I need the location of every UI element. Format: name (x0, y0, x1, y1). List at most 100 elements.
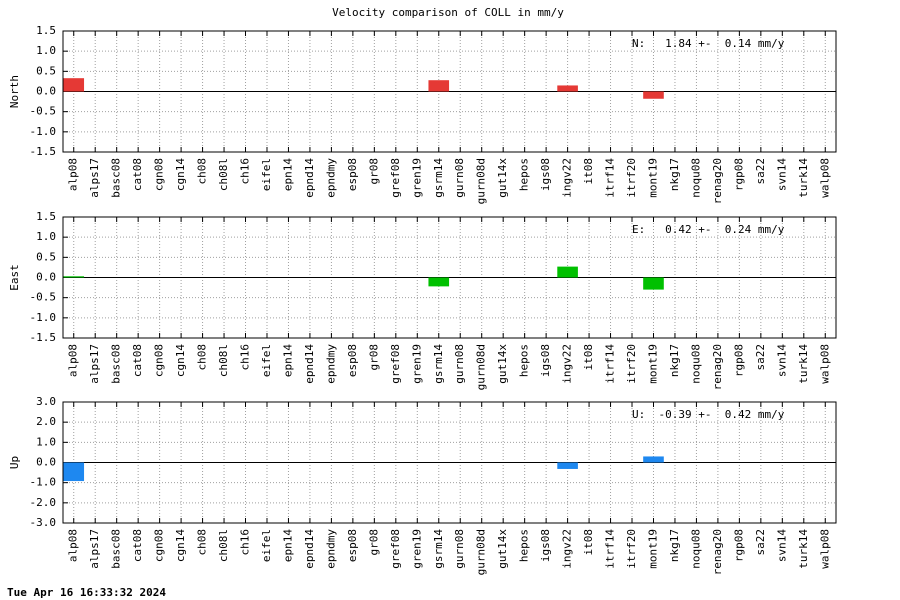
x-tick-label: it08 (582, 529, 595, 556)
annotation: U: -0.39 +- 0.42 mm/y (632, 408, 785, 421)
x-tick-label: gut14x (496, 158, 509, 198)
x-tick-label: renag20 (711, 158, 724, 204)
x-tick-label: epnd14 (303, 158, 316, 198)
plot-border (62, 30, 837, 153)
x-tick-label: itrf14 (604, 529, 617, 569)
x-tick-label: renag20 (711, 529, 724, 575)
x-tick-label: epnd14 (303, 344, 316, 384)
x-tick-label: epndmy (324, 529, 337, 569)
x-tick-label: epn14 (281, 344, 294, 377)
x-tick-label: walp08 (818, 344, 831, 384)
x-tick-label: turk14 (797, 344, 810, 384)
annotation: N: 1.84 +- 0.14 mm/y (632, 37, 785, 50)
x-tick-label: epndmy (324, 344, 337, 384)
y-tick-label: 1.0 (36, 44, 56, 57)
x-tick-label: ch08 (196, 158, 209, 185)
y-tick-label: 3.0 (36, 395, 56, 408)
x-tick-label: alp08 (67, 158, 80, 191)
x-tick-label: gsrm14 (432, 529, 445, 569)
plot-border (62, 216, 837, 339)
bar (643, 456, 664, 463)
x-tick-label: alp08 (67, 344, 80, 377)
chart-title: Velocity comparison of COLL in mm/y (332, 6, 564, 19)
bar (428, 80, 450, 92)
x-tick-label: sa22 (754, 529, 767, 556)
y-tick-label: -0.5 (30, 291, 57, 304)
x-tick-label: sa22 (754, 344, 767, 371)
y-tick-label: 2.0 (36, 415, 56, 428)
x-tick-label: mont19 (646, 158, 659, 198)
bar (643, 91, 664, 99)
timestamp: Tue Apr 16 16:33:32 2024 (7, 586, 166, 599)
x-tick-label: it08 (582, 344, 595, 371)
x-tick-label: rgp08 (732, 344, 745, 377)
y-tick-label: 1.0 (36, 230, 56, 243)
x-tick-label: svn14 (775, 158, 788, 191)
x-tick-label: gurn08 (453, 344, 466, 384)
x-tick-label: gut14x (496, 529, 509, 569)
x-tick-label: cgn14 (174, 158, 187, 191)
x-tick-label: igs08 (539, 344, 552, 377)
y-axis-label: Up (8, 456, 21, 469)
y-axis-label: North (8, 75, 21, 108)
x-tick-label: nkg17 (668, 529, 681, 562)
x-tick-label: itrf14 (604, 344, 617, 384)
x-tick-label: ingv22 (561, 344, 574, 384)
x-tick-label: cgn08 (153, 158, 166, 191)
bar (643, 277, 664, 290)
x-tick-label: epnd14 (303, 529, 316, 569)
x-tick-label: gut14x (496, 344, 509, 384)
y-tick-label: 0.0 (36, 271, 56, 284)
x-tick-label: it08 (582, 158, 595, 185)
x-tick-label: basc08 (110, 344, 123, 384)
x-tick-label: cat08 (131, 529, 144, 562)
x-tick-label: gr08 (367, 158, 380, 185)
x-tick-label: turk14 (797, 158, 810, 198)
x-tick-label: itrf20 (625, 529, 638, 569)
plot-border (62, 401, 837, 524)
y-axis-label: East (8, 264, 21, 291)
x-tick-label: hepos (518, 344, 531, 377)
x-tick-label: cat08 (131, 344, 144, 377)
y-tick-label: -1.0 (30, 125, 57, 138)
x-tick-label: mont19 (646, 529, 659, 569)
bar (428, 277, 450, 287)
x-tick-label: turk14 (797, 529, 810, 569)
x-tick-label: gref08 (389, 529, 402, 569)
x-tick-label: gref08 (389, 344, 402, 384)
y-tick-label: 1.5 (36, 210, 56, 223)
x-tick-label: noqu08 (689, 158, 702, 198)
x-tick-label: gsrm14 (432, 344, 445, 384)
bar (557, 85, 578, 92)
x-tick-label: hepos (518, 158, 531, 191)
x-tick-label: esp08 (346, 344, 359, 377)
x-tick-label: walp08 (818, 529, 831, 569)
x-tick-label: gsrm14 (432, 158, 445, 198)
x-tick-label: walp08 (818, 158, 831, 198)
x-tick-label: ch08l (217, 344, 230, 377)
x-tick-label: cgn14 (174, 529, 187, 562)
x-tick-label: epn14 (281, 158, 294, 191)
x-tick-label: epn14 (281, 529, 294, 562)
x-tick-label: basc08 (110, 529, 123, 569)
x-tick-label: gurn08 (453, 529, 466, 569)
x-tick-label: gr08 (367, 344, 380, 371)
x-tick-label: ingv22 (561, 158, 574, 198)
x-tick-label: alps17 (88, 158, 101, 198)
x-tick-label: cgn08 (153, 529, 166, 562)
x-tick-label: gren19 (410, 344, 423, 384)
y-tick-label: 1.0 (36, 435, 56, 448)
y-tick-label: -1.5 (30, 145, 57, 158)
x-tick-label: ch08 (196, 344, 209, 371)
bar (557, 462, 578, 469)
x-tick-label: cgn08 (153, 344, 166, 377)
x-tick-label: gurn08d (475, 344, 488, 390)
x-tick-label: alps17 (88, 529, 101, 569)
x-tick-label: nkg17 (668, 158, 681, 191)
x-tick-label: esp08 (346, 158, 359, 191)
y-tick-label: -0.5 (30, 105, 57, 118)
x-tick-label: igs08 (539, 529, 552, 562)
x-tick-label: sa22 (754, 158, 767, 185)
x-tick-label: ch16 (239, 158, 252, 185)
